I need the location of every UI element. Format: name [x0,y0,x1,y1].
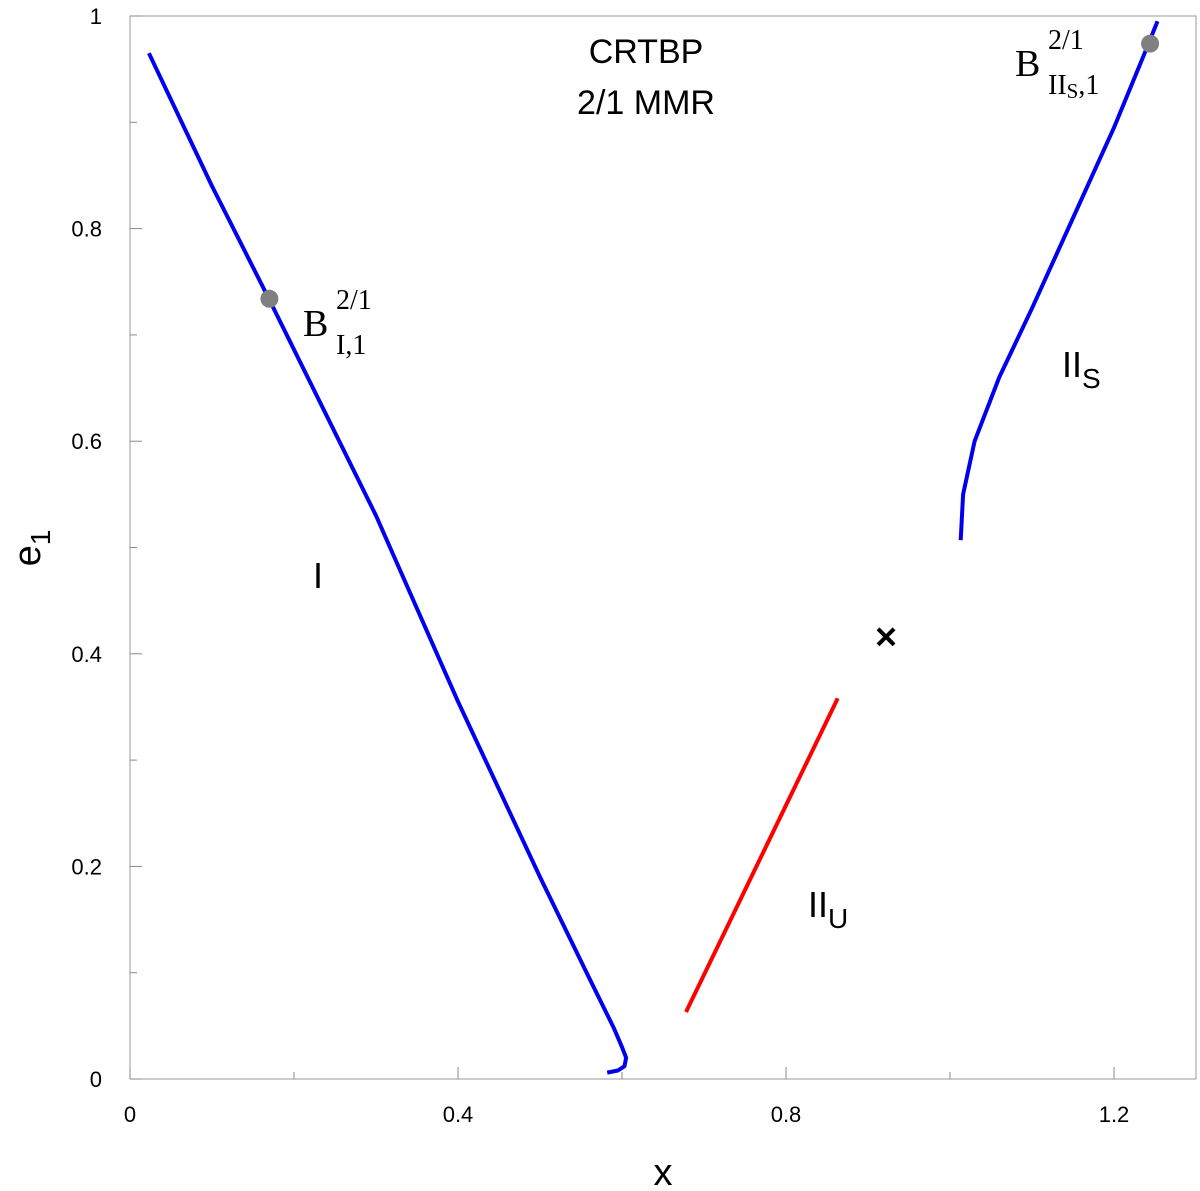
chart-subtitle: 2/1 MMR [577,84,715,122]
marker-label-BI1: B 2/1 I,1 [303,285,372,361]
marker-cross [876,627,896,647]
x-tick-label: 1.2 [1099,1102,1130,1127]
marker-layer [260,34,1160,647]
series-layer [147,20,1160,1075]
y-axis-ticks: 0 0.2 0.4 0.6 0.8 1 [71,4,142,1092]
series-label-IIU-main: II [808,884,828,925]
y-tick-label: 1 [90,4,102,29]
series-label-IIU-sub: U [828,903,848,934]
y-tick-label: 0.6 [71,429,102,454]
series-label-IIS-sub: S [1082,363,1101,394]
series-line-1 [684,697,840,1013]
x-tick-label: 0.4 [443,1102,474,1127]
series-label-IIS-main: II [1062,344,1082,385]
chart-title: CRTBP [589,33,704,71]
y-axis-label-sub: 1 [25,530,56,546]
x-tick-label: 0 [124,1102,136,1127]
marker-dot-0 [260,289,279,308]
marker-label-BIIS1-sub: II [1048,70,1067,101]
marker-dot-1 [1141,34,1160,53]
series-line-0 [147,52,629,1075]
series-line-2 [958,20,1160,541]
x-axis-label: x [654,1152,673,1191]
y-tick-label: 0.4 [71,642,102,667]
marker-label-BIIS1-subsub: S [1067,79,1079,103]
y-tick-label: 0.8 [71,217,102,242]
y-axis-label: e1 [7,530,56,567]
x-axis-ticks: 0 0.4 0.8 1.2 [124,1067,1129,1127]
marker-label-BI1-sup: 2/1 [336,285,372,316]
marker-label-BI1-sub: I,1 [336,330,366,361]
series-label-I: I [313,555,323,596]
marker-label-BIIS1-main: B [1015,43,1040,85]
series-label-IIU: IIU [808,884,848,934]
marker-label-BIIS1-tail: ,1 [1078,70,1099,101]
marker-label-BIIS1-sup: 2/1 [1048,25,1084,56]
y-tick-label: 0.2 [71,854,102,879]
marker-label-BIIS1: B 2/1 IIS,1 [1015,25,1099,103]
plot-frame [129,15,1197,1080]
x-tick-label: 0.8 [771,1102,802,1127]
y-axis-label-main: e [7,545,49,566]
y-tick-label: 0 [90,1067,102,1092]
marker-label-BI1-main: B [303,303,328,345]
series-label-IIS: IIS [1062,344,1101,394]
